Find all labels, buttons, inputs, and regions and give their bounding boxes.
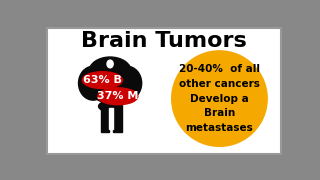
FancyBboxPatch shape [47,28,281,154]
Ellipse shape [82,72,123,89]
Circle shape [172,51,267,146]
Ellipse shape [78,66,108,100]
Text: 37% M: 37% M [97,91,139,101]
Text: 63% B: 63% B [83,75,122,85]
Ellipse shape [98,88,138,105]
Ellipse shape [89,66,132,103]
Text: Brain Tumors: Brain Tumors [81,31,247,51]
Ellipse shape [107,60,113,68]
Bar [101,105,109,132]
Text: 20-40%  of all
other cancers
Develop a
Brain
metastases: 20-40% of all other cancers Develop a Br… [179,64,260,133]
Bar [113,105,122,132]
Bar [109,108,113,129]
Ellipse shape [99,101,122,112]
Ellipse shape [112,66,142,100]
Ellipse shape [89,57,131,86]
